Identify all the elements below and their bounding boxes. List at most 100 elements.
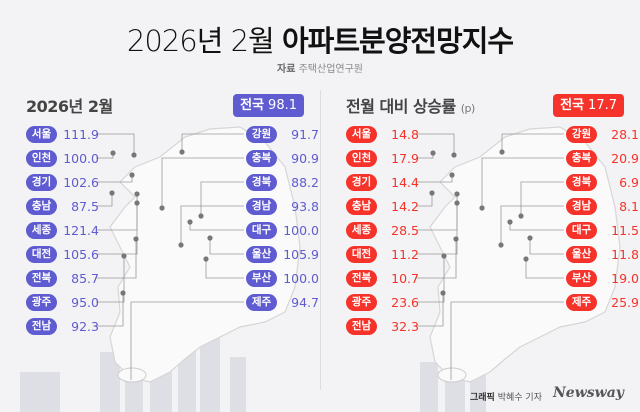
region-dot xyxy=(131,152,137,158)
region-value: 94.7 xyxy=(291,294,319,310)
region-row: 전북 85.7 xyxy=(26,269,99,287)
leader-line xyxy=(481,157,564,208)
leader-line xyxy=(416,256,445,303)
region-dot xyxy=(207,235,213,241)
region-dot xyxy=(440,290,446,296)
region-dot xyxy=(479,205,485,211)
national-total-badge: 전국 98.1 xyxy=(233,94,304,117)
region-value: 88.2 xyxy=(291,174,319,190)
region-dot xyxy=(129,172,135,178)
region-row: 대구 100.0 xyxy=(246,221,319,239)
leader-line xyxy=(96,193,113,207)
region-row: 울산 105.9 xyxy=(246,245,319,263)
leader-line xyxy=(209,238,244,255)
region-dot xyxy=(451,152,457,158)
region-dot xyxy=(121,253,127,259)
region-dot xyxy=(179,149,185,155)
region-badge: 세종 xyxy=(346,221,377,239)
region-value: 105.6 xyxy=(63,246,99,262)
region-dot xyxy=(110,150,116,156)
leader-line xyxy=(450,301,564,380)
index-panel: 2026년 2월 전국 98.1 서울 111.9 인천 100.0 경기 102.6 충남 8… xyxy=(10,85,319,405)
region-row: 제주 25.9 xyxy=(566,293,639,311)
region-row: 충남 14.2 xyxy=(346,197,419,215)
region-dot xyxy=(134,200,140,206)
region-badge: 경남 xyxy=(246,197,277,215)
region-row: 광주 95.0 xyxy=(26,293,99,311)
national-total-badge: 전국 17.7 xyxy=(553,94,624,117)
city-skyline-background xyxy=(20,332,486,412)
region-row: 인천 17.9 xyxy=(346,149,419,167)
region-badge: 부산 xyxy=(246,269,277,287)
region-value: 121.4 xyxy=(63,222,99,238)
region-value: 6.9 xyxy=(619,174,639,190)
region-badge: 대구 xyxy=(246,221,277,239)
region-row: 전남 32.3 xyxy=(346,317,419,335)
region-badge: 부산 xyxy=(566,269,597,287)
region-dot xyxy=(133,236,139,242)
leader-line xyxy=(529,238,564,255)
leader-line xyxy=(416,203,458,255)
region-badge: 경기 xyxy=(26,173,57,191)
leader-line xyxy=(180,205,244,245)
region-row: 강원 28.1 xyxy=(566,125,639,143)
region-value: 28.1 xyxy=(611,126,639,142)
leader-line xyxy=(96,293,124,327)
region-row: 세종 121.4 xyxy=(26,221,99,239)
region-row: 제주 94.7 xyxy=(246,293,319,311)
region-value: 14.4 xyxy=(391,174,419,190)
region-value: 25.9 xyxy=(611,294,639,310)
region-badge: 전남 xyxy=(26,317,57,335)
region-value: 105.9 xyxy=(283,246,319,262)
leader-line xyxy=(416,133,455,155)
region-badge: 대전 xyxy=(346,245,377,263)
leader-line xyxy=(96,239,137,279)
region-dot xyxy=(429,190,435,196)
region-badge: 제주 xyxy=(246,293,277,311)
region-dot xyxy=(120,290,126,296)
leader-line xyxy=(500,205,564,245)
region-badge: 인천 xyxy=(346,149,377,167)
region-row: 전남 92.3 xyxy=(26,317,99,335)
region-badge: 경북 xyxy=(566,173,597,191)
leader-line xyxy=(416,293,444,327)
region-badge: 전북 xyxy=(346,269,377,287)
region-row: 경북 6.9 xyxy=(566,173,639,191)
region-value: 111.9 xyxy=(63,126,99,142)
region-dot xyxy=(498,242,504,248)
region-row: 울산 11.8 xyxy=(566,245,639,263)
region-value: 11.8 xyxy=(611,246,639,262)
region-badge: 충남 xyxy=(26,197,57,215)
region-badge: 전북 xyxy=(26,269,57,287)
region-value: 10.7 xyxy=(391,270,419,286)
region-badge: 경기 xyxy=(346,173,377,191)
leader-line xyxy=(130,301,244,380)
region-value: 100.0 xyxy=(63,150,99,166)
newsway-logo: Newsway xyxy=(553,385,624,401)
region-dot xyxy=(441,253,447,259)
region-row: 충북 20.9 xyxy=(566,149,639,167)
region-row: 경기 14.4 xyxy=(346,173,419,191)
region-dot xyxy=(109,190,115,196)
region-row: 인천 100.0 xyxy=(26,149,99,167)
region-value: 19.0 xyxy=(611,270,639,286)
region-dot xyxy=(134,191,140,197)
region-badge: 충북 xyxy=(566,149,597,167)
region-value: 14.8 xyxy=(391,126,419,142)
region-row: 서울 111.9 xyxy=(26,125,99,143)
region-badge: 서울 xyxy=(26,125,57,143)
region-dot xyxy=(449,172,455,178)
region-badge: 경남 xyxy=(566,197,597,215)
leader-line xyxy=(96,203,138,255)
region-dot xyxy=(454,200,460,206)
region-dot xyxy=(454,191,460,197)
region-dot xyxy=(178,242,184,248)
leader-line xyxy=(161,157,244,208)
page-title: 2026년 2월 아파트분양전망지수 xyxy=(126,24,514,58)
korea-map xyxy=(416,126,621,383)
region-dot xyxy=(518,213,524,219)
leader-line xyxy=(525,259,564,279)
region-badge: 전남 xyxy=(346,317,377,335)
region-value: 28.5 xyxy=(391,222,419,238)
region-badge: 충북 xyxy=(246,149,277,167)
